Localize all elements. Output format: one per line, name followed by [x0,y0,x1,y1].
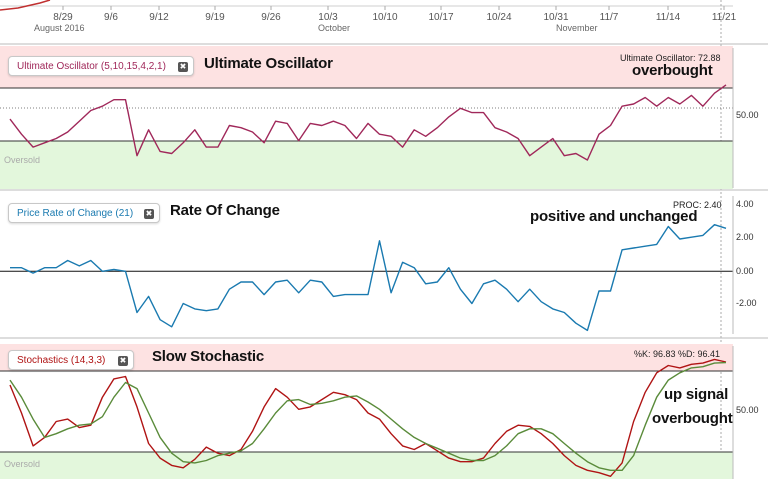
month-label: October [318,23,350,33]
x-tick-label: 9/12 [149,12,169,23]
month-label: November [556,23,598,33]
ultimate-oscillator-title: Ultimate Oscillator [204,55,333,72]
x-tick-label: 9/26 [261,12,281,23]
close-icon[interactable]: ✖ [178,62,188,72]
stochastic-title: Slow Stochastic [152,348,265,365]
x-tick-label: 11/21 [712,12,737,23]
stochastic-annotation-up-signal: up signal [664,386,729,403]
rate-of-change-title: Rate Of Change [170,202,280,219]
series-line--k [9,358,727,477]
y-tick-label: 0.00 [736,266,754,276]
oversold-label: Oversold [4,155,40,165]
month-label: August 2016 [34,23,85,33]
ultimate-oscillator-legend-label: Ultimate Oscillator (5,10,15,4,2,1) [17,61,166,72]
stochastics-legend-label: Stochastics (14,3,3) [17,355,106,366]
x-tick-label: 11/7 [600,12,619,23]
timeline-bg [0,0,768,44]
oversold-band [0,141,733,189]
x-tick-label: 10/3 [318,12,338,23]
rate-of-change-legend-label: Price Rate of Change (21) [17,208,134,219]
x-tick-label: 10/10 [372,12,397,23]
x-tick-label: 9/19 [205,12,225,23]
rate-of-change-readout: PROC: 2.40 [673,200,722,210]
stochastics-legend[interactable]: Stochastics (14,3,3) ✖ [8,350,134,370]
ultimate-oscillator-readout: Ultimate Oscillator: 72.88 [620,53,721,63]
stochastic-readout: %K: 96.83 %D: 96.41 [634,349,721,359]
oversold-label: Oversold [4,459,40,469]
series-line-ultimate-oscillator [9,84,727,161]
series-line-proc [10,223,727,332]
rate-of-change-annotation: positive and unchanged [530,208,698,225]
stochastic-annotation-overbought: overbought [652,410,733,427]
price-line-fragment [0,0,51,11]
y-tick-label: 4.00 [736,199,754,209]
x-tick-label: 10/31 [543,12,568,23]
y-tick-label: 50.00 [736,405,759,415]
close-icon[interactable]: ✖ [118,356,128,366]
x-tick-label: 10/17 [428,12,453,23]
series-line--d [9,361,727,471]
x-tick-label: 9/6 [104,12,118,23]
y-tick-label: 2.00 [736,232,754,242]
rate-of-change-legend[interactable]: Price Rate of Change (21) ✖ [8,203,160,223]
x-tick-label: 11/14 [656,12,681,23]
close-icon[interactable]: ✖ [144,209,154,219]
y-tick-label: 50.00 [736,110,759,120]
y-tick-label: -2.00 [736,298,757,308]
x-tick-label: 10/24 [486,12,511,23]
ultimate-oscillator-legend[interactable]: Ultimate Oscillator (5,10,15,4,2,1) ✖ [8,56,194,76]
ultimate-oscillator-annotation: overbought [632,62,713,79]
x-tick-label: 8/29 [53,12,73,23]
oversold-band [0,452,733,479]
